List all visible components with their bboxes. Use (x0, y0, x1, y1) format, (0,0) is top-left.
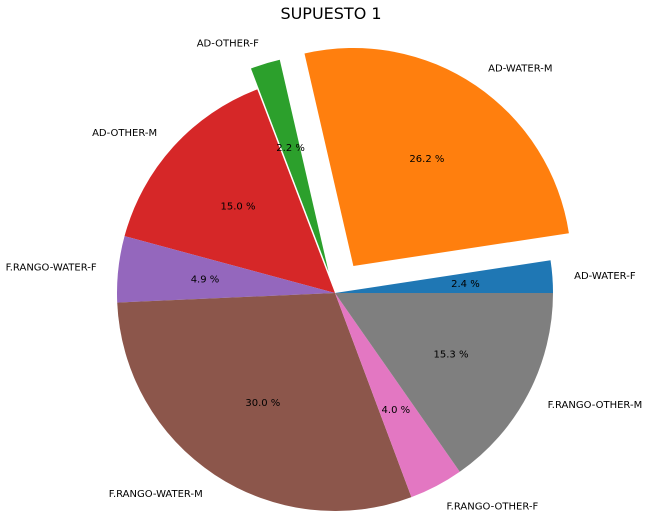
slice-label-f-rango-water-m: F.RANGO-WATER-M (109, 489, 203, 500)
pct-label-f-rango-water-f: 4.9 % (191, 275, 220, 286)
slice-label-f-rango-water-f: F.RANGO-WATER-F (6, 263, 97, 274)
pie-slice-f-rango-other-m (335, 293, 553, 472)
pct-label-ad-other-m: 15.0 % (221, 201, 256, 212)
pie-slice-f-rango-other-f (335, 293, 460, 498)
pie-slice-ad-other-f (250, 59, 329, 273)
pie-slice-f-rango-water-f (117, 236, 335, 303)
pie-slice-ad-other-m (124, 89, 335, 294)
pct-label-ad-water-m: 26.2 % (409, 154, 444, 165)
slice-label-ad-water-f: AD-WATER-F (574, 271, 636, 282)
slice-label-ad-other-m: AD-OTHER-M (92, 128, 157, 139)
pct-label-f-rango-water-m: 30.0 % (245, 398, 280, 409)
pct-label-ad-other-f: 2.2 % (276, 143, 305, 154)
pct-label-ad-water-f: 2.4 % (451, 279, 480, 290)
slice-label-f-rango-other-f: F.RANGO-OTHER-F (447, 501, 539, 512)
pie-slice-f-rango-water-m (117, 293, 412, 511)
pie-labels: 2.4 % AD-WATER-F 26.2 % AD-WATER-M 2.2 % AD-O… (6, 39, 643, 513)
slice-label-ad-water-m: AD-WATER-M (488, 64, 552, 75)
pie-slice-ad-water-f (335, 260, 553, 293)
pie-slice-ad-water-m (304, 47, 569, 266)
pct-label-f-rango-other-f: 4.0 % (382, 405, 411, 416)
slice-label-ad-other-f: AD-OTHER-F (197, 39, 259, 50)
chart-title: SUPUESTO 1 (280, 4, 381, 23)
pct-label-f-rango-other-m: 15.3 % (434, 349, 469, 360)
slice-label-f-rango-other-m: F.RANGO-OTHER-M (548, 400, 643, 411)
pie-slices (117, 47, 569, 511)
